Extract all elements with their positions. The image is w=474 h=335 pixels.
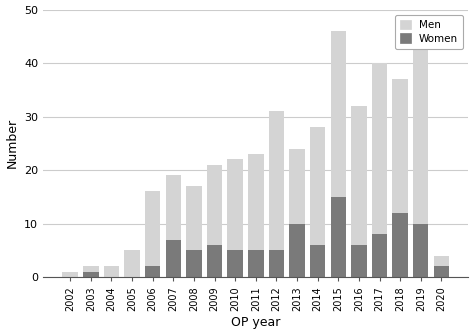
Bar: [207, 165, 222, 245]
Bar: [228, 159, 243, 250]
Bar: [228, 250, 243, 277]
Bar: [434, 256, 449, 266]
Bar: [289, 223, 305, 277]
Bar: [392, 79, 408, 213]
Bar: [372, 234, 387, 277]
Bar: [248, 154, 264, 250]
Bar: [330, 31, 346, 197]
Bar: [269, 111, 284, 250]
Bar: [165, 240, 181, 277]
Bar: [372, 63, 387, 234]
Bar: [413, 223, 428, 277]
Bar: [186, 186, 201, 250]
Bar: [392, 213, 408, 277]
Bar: [351, 245, 366, 277]
Bar: [145, 192, 160, 266]
Legend: Men, Women: Men, Women: [395, 15, 463, 49]
Bar: [351, 106, 366, 245]
Bar: [207, 245, 222, 277]
Y-axis label: Number: Number: [6, 118, 18, 169]
Bar: [145, 266, 160, 277]
Bar: [434, 266, 449, 277]
Bar: [413, 47, 428, 223]
Bar: [248, 250, 264, 277]
Bar: [289, 149, 305, 223]
Bar: [83, 266, 99, 272]
Bar: [330, 197, 346, 277]
Bar: [165, 176, 181, 240]
Bar: [63, 272, 78, 277]
Bar: [83, 272, 99, 277]
Bar: [104, 266, 119, 277]
X-axis label: OP year: OP year: [231, 317, 281, 329]
Bar: [310, 245, 325, 277]
Bar: [124, 250, 140, 277]
Bar: [310, 127, 325, 245]
Bar: [186, 250, 201, 277]
Bar: [269, 250, 284, 277]
